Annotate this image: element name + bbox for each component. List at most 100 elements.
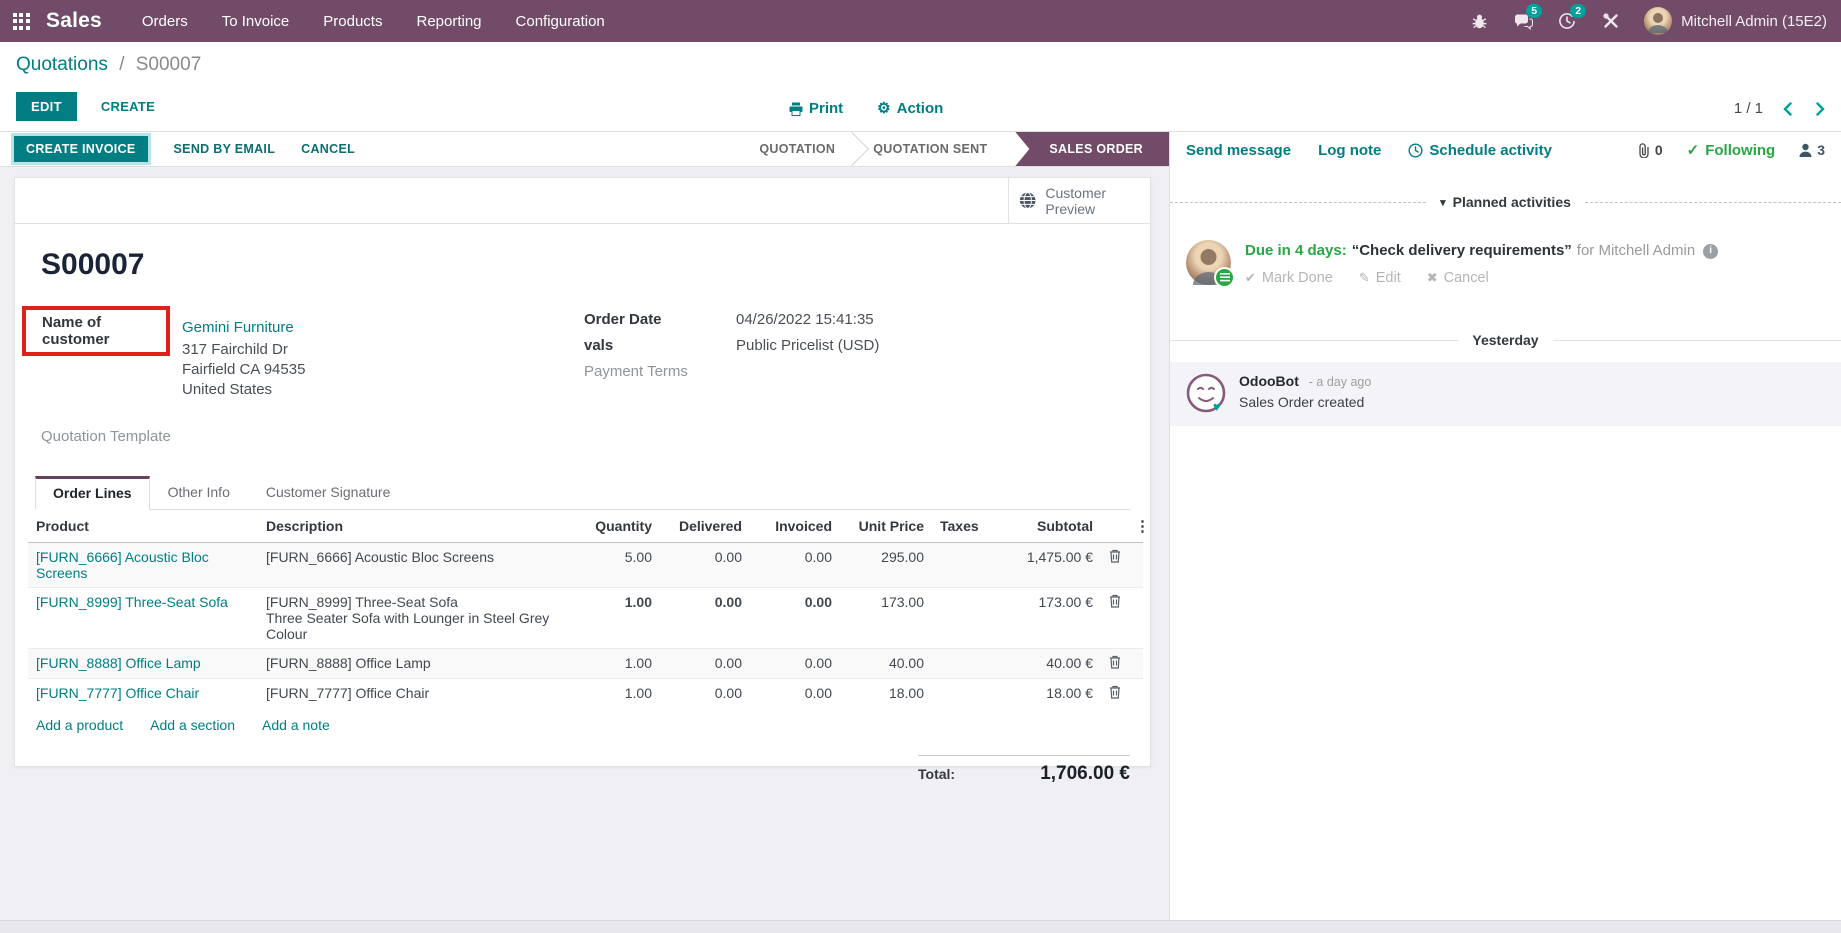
col-unit-price[interactable]: Unit Price [840, 510, 932, 543]
tab-order-lines[interactable]: Order Lines [35, 476, 150, 510]
debug-bug-icon[interactable] [1462, 4, 1496, 38]
message-body: Sales Order created [1239, 394, 1365, 410]
breadcrumb-current: S00007 [135, 54, 202, 75]
edit-button[interactable]: EDIT [16, 92, 77, 121]
pricelist-value: Public Pricelist (USD) [736, 337, 880, 354]
order-date-label: Order Date [584, 311, 662, 328]
send-by-email-button[interactable]: SEND BY EMAIL [173, 142, 276, 156]
pencil-icon: ✎ [1358, 270, 1370, 285]
heart-icon: ♥ [1213, 399, 1221, 413]
message-time: - a day ago [1308, 375, 1372, 389]
pager-next-icon[interactable] [1816, 101, 1825, 116]
pager: 1 / 1 [1734, 100, 1825, 117]
tab-other-info[interactable]: Other Info [167, 484, 230, 500]
cancel-activity-button[interactable]: ✖ Cancel [1426, 270, 1489, 286]
total-value: 1,706.00 € [1040, 763, 1130, 784]
state-sales-order[interactable]: SALES ORDER [1015, 132, 1169, 166]
day-divider-label: Yesterday [1472, 332, 1539, 348]
control-panel: Quotations / S00007 EDIT CREATE Print ⚙ … [0, 42, 1841, 132]
notebook-tabs: Order Lines Other Info Customer Signatur… [35, 475, 1130, 510]
cancel-button[interactable]: CANCEL [301, 142, 356, 156]
create-button[interactable]: CREATE [100, 99, 156, 114]
info-icon[interactable]: i [1703, 243, 1719, 259]
table-header-row: Product Description Quantity Delivered I… [28, 510, 1150, 543]
print-button[interactable]: Print [789, 100, 843, 117]
col-taxes[interactable]: Taxes [932, 510, 984, 543]
product-link[interactable]: [FURN_7777] Office Chair [36, 685, 200, 701]
menu-to-invoice[interactable]: To Invoice [221, 12, 290, 30]
log-note-button[interactable]: Log note [1318, 141, 1382, 159]
col-product[interactable]: Product [28, 510, 258, 543]
col-delivered[interactable]: Delivered [660, 510, 750, 543]
user-avatar [1644, 7, 1673, 35]
customer-address-line2: Fairfield CA 94535 [182, 361, 306, 378]
systray: 5 2 [1462, 4, 1841, 38]
planned-activities-toggle[interactable]: ▾ Planned activities [1440, 194, 1571, 210]
product-link[interactable]: [FURN_6666] Acoustic Bloc Screens [36, 549, 209, 581]
activities-clock-icon[interactable]: 2 [1550, 4, 1587, 38]
customer-preview-button[interactable]: Customer Preview [1008, 178, 1150, 223]
customer-field-label: Name of customer [42, 314, 110, 348]
col-subtotal[interactable]: Subtotal [984, 510, 1101, 543]
tab-customer-signature[interactable]: Customer Signature [265, 484, 391, 500]
order-lines-table: Product Description Quantity Delivered I… [28, 510, 1150, 709]
apps-grid-icon [12, 12, 30, 30]
messages-badge: 5 [1526, 4, 1543, 18]
customer-name-link[interactable]: Gemini Furniture [182, 319, 294, 336]
action-button[interactable]: ⚙ Action [877, 100, 944, 117]
create-invoice-button[interactable]: CREATE INVOICE [14, 136, 148, 162]
col-description[interactable]: Description [258, 510, 570, 543]
product-link[interactable]: [FURN_8888] Office Lamp [36, 655, 201, 671]
delete-line-trash-icon[interactable] [1109, 655, 1121, 672]
menu-configuration[interactable]: Configuration [515, 12, 605, 30]
description-line2: Three Seater Sofa with Lounger in Steel … [266, 610, 550, 642]
app-title[interactable]: Sales [46, 9, 102, 32]
chatter-topbar: Send message Log note Schedule activity … [1170, 132, 1841, 168]
globe-icon [1019, 192, 1036, 209]
state-quotation[interactable]: QUOTATION [759, 142, 836, 156]
pager-previous-icon[interactable] [1783, 101, 1792, 116]
apps-menu-button[interactable] [0, 0, 42, 42]
pager-count: 1 / 1 [1733, 100, 1763, 117]
add-a-note-link[interactable]: Add a note [262, 717, 330, 733]
menu-reporting[interactable]: Reporting [416, 12, 482, 30]
delete-line-trash-icon[interactable] [1109, 549, 1121, 566]
messages-icon[interactable]: 5 [1506, 4, 1543, 38]
followers-count: 3 [1817, 142, 1825, 158]
followers-button[interactable]: 3 [1799, 142, 1825, 158]
product-link[interactable]: [FURN_8999] Three-Seat Sofa [36, 594, 228, 610]
add-a-section-link[interactable]: Add a section [150, 717, 236, 733]
delete-line-trash-icon[interactable] [1109, 594, 1121, 611]
activity-assignee: for Mitchell Admin [1576, 242, 1696, 259]
table-row: [FURN_8999] Three-Seat Sofa [FURN_8999] … [28, 587, 1143, 649]
form-background: Customer Preview S00007 Name of customer… [0, 167, 1169, 920]
following-button[interactable]: ✓ Following [1686, 141, 1776, 160]
caret-down-icon: ▾ [1440, 196, 1446, 209]
col-invoiced[interactable]: Invoiced [750, 510, 840, 543]
attachments-button[interactable]: 0 [1637, 142, 1663, 158]
state-quotation-sent[interactable]: QUOTATION SENT [873, 142, 988, 156]
mark-done-button[interactable]: ✔ Mark Done [1245, 270, 1333, 286]
payment-terms-label: Payment Terms [584, 363, 688, 380]
menu-orders[interactable]: Orders [141, 12, 188, 30]
activity-type-badge-icon [1214, 267, 1235, 288]
add-a-product-link[interactable]: Add a product [36, 717, 124, 733]
activity-due: Due in 4 days: [1245, 242, 1347, 259]
schedule-activity-button[interactable]: Schedule activity [1408, 142, 1552, 159]
user-menu[interactable]: Mitchell Admin (15E2) [1638, 7, 1827, 35]
edit-activity-button[interactable]: ✎ Edit [1358, 270, 1401, 286]
menu-products[interactable]: Products [323, 12, 383, 30]
main-menu: Orders To Invoice Products Reporting Con… [128, 2, 619, 41]
send-message-button[interactable]: Send message [1186, 141, 1292, 159]
col-quantity[interactable]: Quantity [570, 510, 660, 543]
breadcrumb-quotations[interactable]: Quotations [16, 54, 108, 75]
breadcrumb-separator: / [119, 54, 125, 75]
delete-line-trash-icon[interactable] [1109, 685, 1121, 702]
activity-summary: “Check delivery requirements” [1351, 242, 1572, 259]
form-sheet: Customer Preview S00007 Name of customer… [14, 177, 1151, 784]
tools-icon[interactable] [1594, 4, 1628, 38]
printer-icon [789, 102, 803, 116]
column-options-kebab-icon[interactable]: ⋮ [1127, 510, 1150, 543]
table-row: [FURN_7777] Office Chair [FURN_7777] Off… [28, 678, 1143, 709]
